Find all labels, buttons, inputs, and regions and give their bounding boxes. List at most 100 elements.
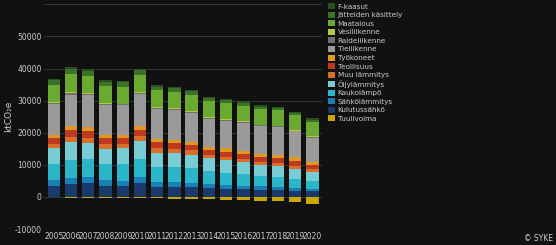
Bar xyxy=(203,101,215,117)
Bar xyxy=(255,107,267,109)
Bar xyxy=(65,95,77,126)
Bar xyxy=(306,120,319,122)
Bar xyxy=(48,180,60,186)
Bar xyxy=(289,166,301,169)
Bar xyxy=(100,103,112,104)
Bar xyxy=(306,172,319,181)
Bar xyxy=(306,181,319,189)
Bar xyxy=(306,192,319,197)
Bar xyxy=(100,144,112,149)
Bar xyxy=(134,70,146,75)
Bar xyxy=(134,177,146,184)
Bar xyxy=(134,94,146,126)
Bar xyxy=(237,197,250,200)
Bar xyxy=(306,162,319,165)
Bar xyxy=(82,76,95,93)
Bar xyxy=(151,148,163,153)
Bar xyxy=(237,121,250,122)
Bar xyxy=(186,197,198,199)
Bar xyxy=(151,182,163,187)
Bar xyxy=(168,92,181,109)
Bar xyxy=(65,67,77,69)
Bar xyxy=(237,159,250,162)
Bar xyxy=(168,149,181,153)
Bar xyxy=(65,142,77,160)
Bar xyxy=(203,197,215,199)
Bar xyxy=(134,126,146,130)
Bar xyxy=(255,162,267,165)
Bar xyxy=(220,160,232,172)
Bar xyxy=(220,148,232,152)
Bar xyxy=(168,88,181,92)
Bar xyxy=(65,69,77,74)
Bar xyxy=(151,138,163,142)
Bar xyxy=(220,172,232,185)
Bar xyxy=(203,98,215,101)
Bar xyxy=(48,85,60,102)
Bar xyxy=(289,130,301,131)
Bar xyxy=(117,181,129,186)
Bar xyxy=(220,100,232,103)
Legend: F-kaasut, Jätteiden käsittely, Maatalous, Vesiliikenne, Raideliikenne, Tieliiken: F-kaasut, Jätteiden käsittely, Maatalous… xyxy=(328,3,403,122)
Bar xyxy=(100,104,112,105)
Bar xyxy=(168,87,181,88)
Bar xyxy=(151,86,163,90)
Bar xyxy=(100,80,112,82)
Bar xyxy=(168,187,181,197)
Bar xyxy=(237,151,250,154)
Bar xyxy=(272,158,284,163)
Bar xyxy=(220,121,232,148)
Bar xyxy=(82,143,95,159)
Bar xyxy=(117,164,129,181)
Bar xyxy=(255,186,267,190)
Bar xyxy=(203,147,215,150)
Bar xyxy=(48,79,60,80)
Bar xyxy=(220,99,232,100)
Bar xyxy=(82,127,95,131)
Bar xyxy=(134,141,146,159)
Bar xyxy=(203,159,215,171)
Bar xyxy=(255,109,267,124)
Bar xyxy=(151,167,163,182)
Bar xyxy=(255,126,267,154)
Bar xyxy=(186,145,198,150)
Bar xyxy=(289,161,301,166)
Bar xyxy=(151,187,163,197)
Bar xyxy=(82,95,95,127)
Bar xyxy=(289,111,301,113)
Bar xyxy=(134,69,146,70)
Bar xyxy=(82,93,95,94)
Bar xyxy=(289,113,301,115)
Bar xyxy=(117,197,129,198)
Bar xyxy=(186,142,198,145)
Text: © SYKE: © SYKE xyxy=(524,233,553,243)
Bar xyxy=(220,197,232,199)
Bar xyxy=(255,154,267,157)
Bar xyxy=(289,115,301,130)
Bar xyxy=(306,136,319,137)
Bar xyxy=(65,74,77,92)
Y-axis label: ktCO₂e: ktCO₂e xyxy=(4,101,13,132)
Bar xyxy=(134,184,146,197)
Bar xyxy=(272,177,284,187)
Bar xyxy=(186,150,198,155)
Bar xyxy=(134,75,146,92)
Bar xyxy=(272,107,284,108)
Bar xyxy=(272,127,284,155)
Bar xyxy=(255,197,267,201)
Bar xyxy=(289,197,301,202)
Bar xyxy=(306,137,319,162)
Bar xyxy=(255,190,267,197)
Bar xyxy=(186,112,198,142)
Bar xyxy=(237,123,250,151)
Bar xyxy=(48,135,60,138)
Bar xyxy=(82,69,95,71)
Bar xyxy=(100,164,112,180)
Bar xyxy=(203,184,215,188)
Bar xyxy=(203,97,215,98)
Bar xyxy=(220,189,232,197)
Bar xyxy=(117,86,129,104)
Bar xyxy=(82,159,95,177)
Bar xyxy=(82,131,95,137)
Bar xyxy=(237,186,250,189)
